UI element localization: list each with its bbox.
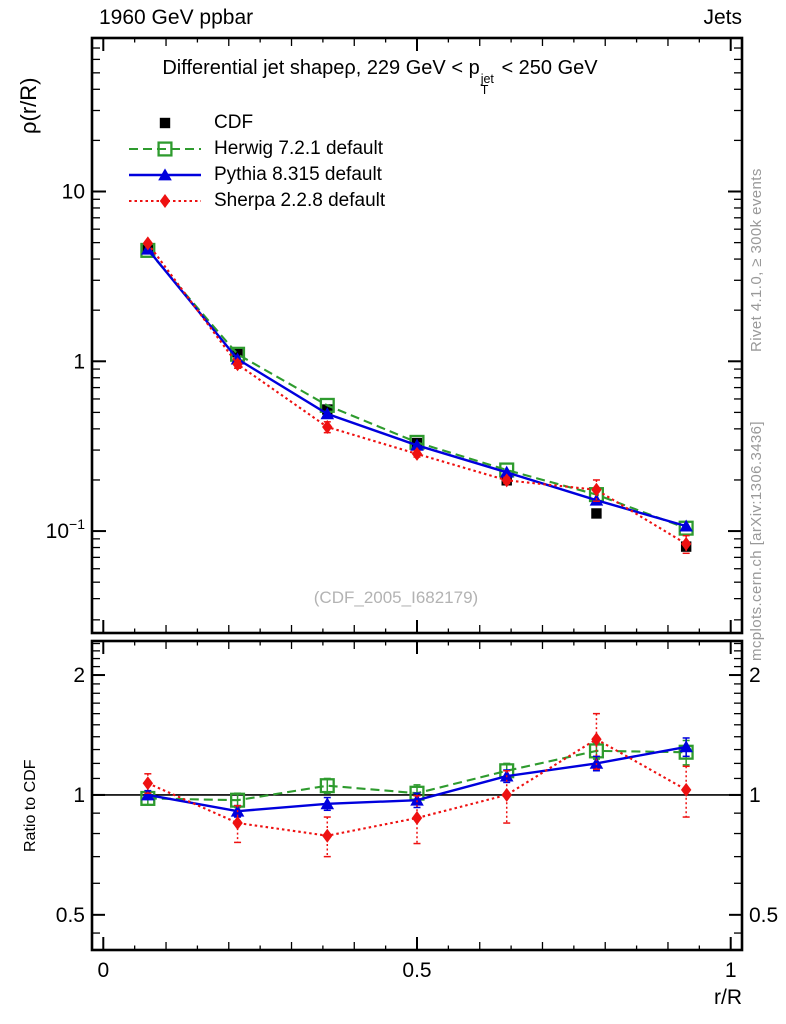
svg-text:2: 2 <box>749 664 761 687</box>
cdf-marker-icon <box>159 117 171 129</box>
series-main-pythia <box>141 242 693 532</box>
svg-text:1: 1 <box>73 350 85 373</box>
analysis-id-watermark: (CDF_2005_I682179) <box>313 588 479 607</box>
svg-text:2: 2 <box>73 664 85 687</box>
legend-label: Pythia 8.315 default <box>214 164 382 185</box>
legend-item-cdf: CDF <box>126 110 385 136</box>
svg-text:1: 1 <box>73 784 85 807</box>
svg-text:0.5: 0.5 <box>56 904 85 927</box>
sherpa-marker-icon <box>129 194 201 208</box>
legend-item-herwig: Herwig 7.2.1 default <box>126 136 385 162</box>
ratio-y-axis-title: Ratio to CDF <box>22 759 39 852</box>
svg-text:0.5: 0.5 <box>749 904 778 927</box>
svg-text:10−1: 10−1 <box>46 516 86 543</box>
legend-label: Herwig 7.2.1 default <box>214 138 383 159</box>
series-main-sherpa <box>142 236 692 555</box>
herwig-marker-icon <box>129 141 201 157</box>
svg-text:0.5: 0.5 <box>402 959 431 982</box>
mcplots-reference-note: mcplots.cern.ch [arXiv:1306.3436] <box>748 421 765 661</box>
svg-text:0: 0 <box>97 959 109 982</box>
axes-frame <box>90 36 744 952</box>
pythia-marker-icon <box>129 168 201 181</box>
series-ratio-sherpa <box>142 712 692 858</box>
legend-label: Sherpa 2.2.8 default <box>214 190 386 211</box>
legend: CDF Herwig 7.2.1 default Pythia 8.315 de… <box>126 110 385 214</box>
legend-item-pythia: Pythia 8.315 default <box>126 162 385 188</box>
series-main-herwig <box>140 242 694 536</box>
series-main-cdf <box>142 243 692 552</box>
svg-text:10: 10 <box>62 181 85 204</box>
x-axis-title: r/R <box>714 986 742 1009</box>
tick-labels: 10 1 10−1 2 2 1 1 0.5 0.5 0 0.5 1 <box>46 181 779 982</box>
legend-label: CDF <box>214 112 254 133</box>
beam-energy-label: 1960 GeV ppbar <box>99 6 254 29</box>
pt-jet-subscript: jet T <box>480 72 494 97</box>
rivet-version-note: Rivet 4.1.0, ≥ 300k events <box>748 168 765 352</box>
legend-item-sherpa: Sherpa 2.2.8 default <box>126 188 385 214</box>
svg-text:1: 1 <box>749 784 761 807</box>
svg-text:1: 1 <box>725 959 737 982</box>
plot-title: Differential jet shapeρ, 229 GeV < p jet T… <box>162 57 598 97</box>
main-y-axis-title: ρ(r/R) <box>16 77 41 135</box>
analysis-group-label: Jets <box>703 6 742 29</box>
